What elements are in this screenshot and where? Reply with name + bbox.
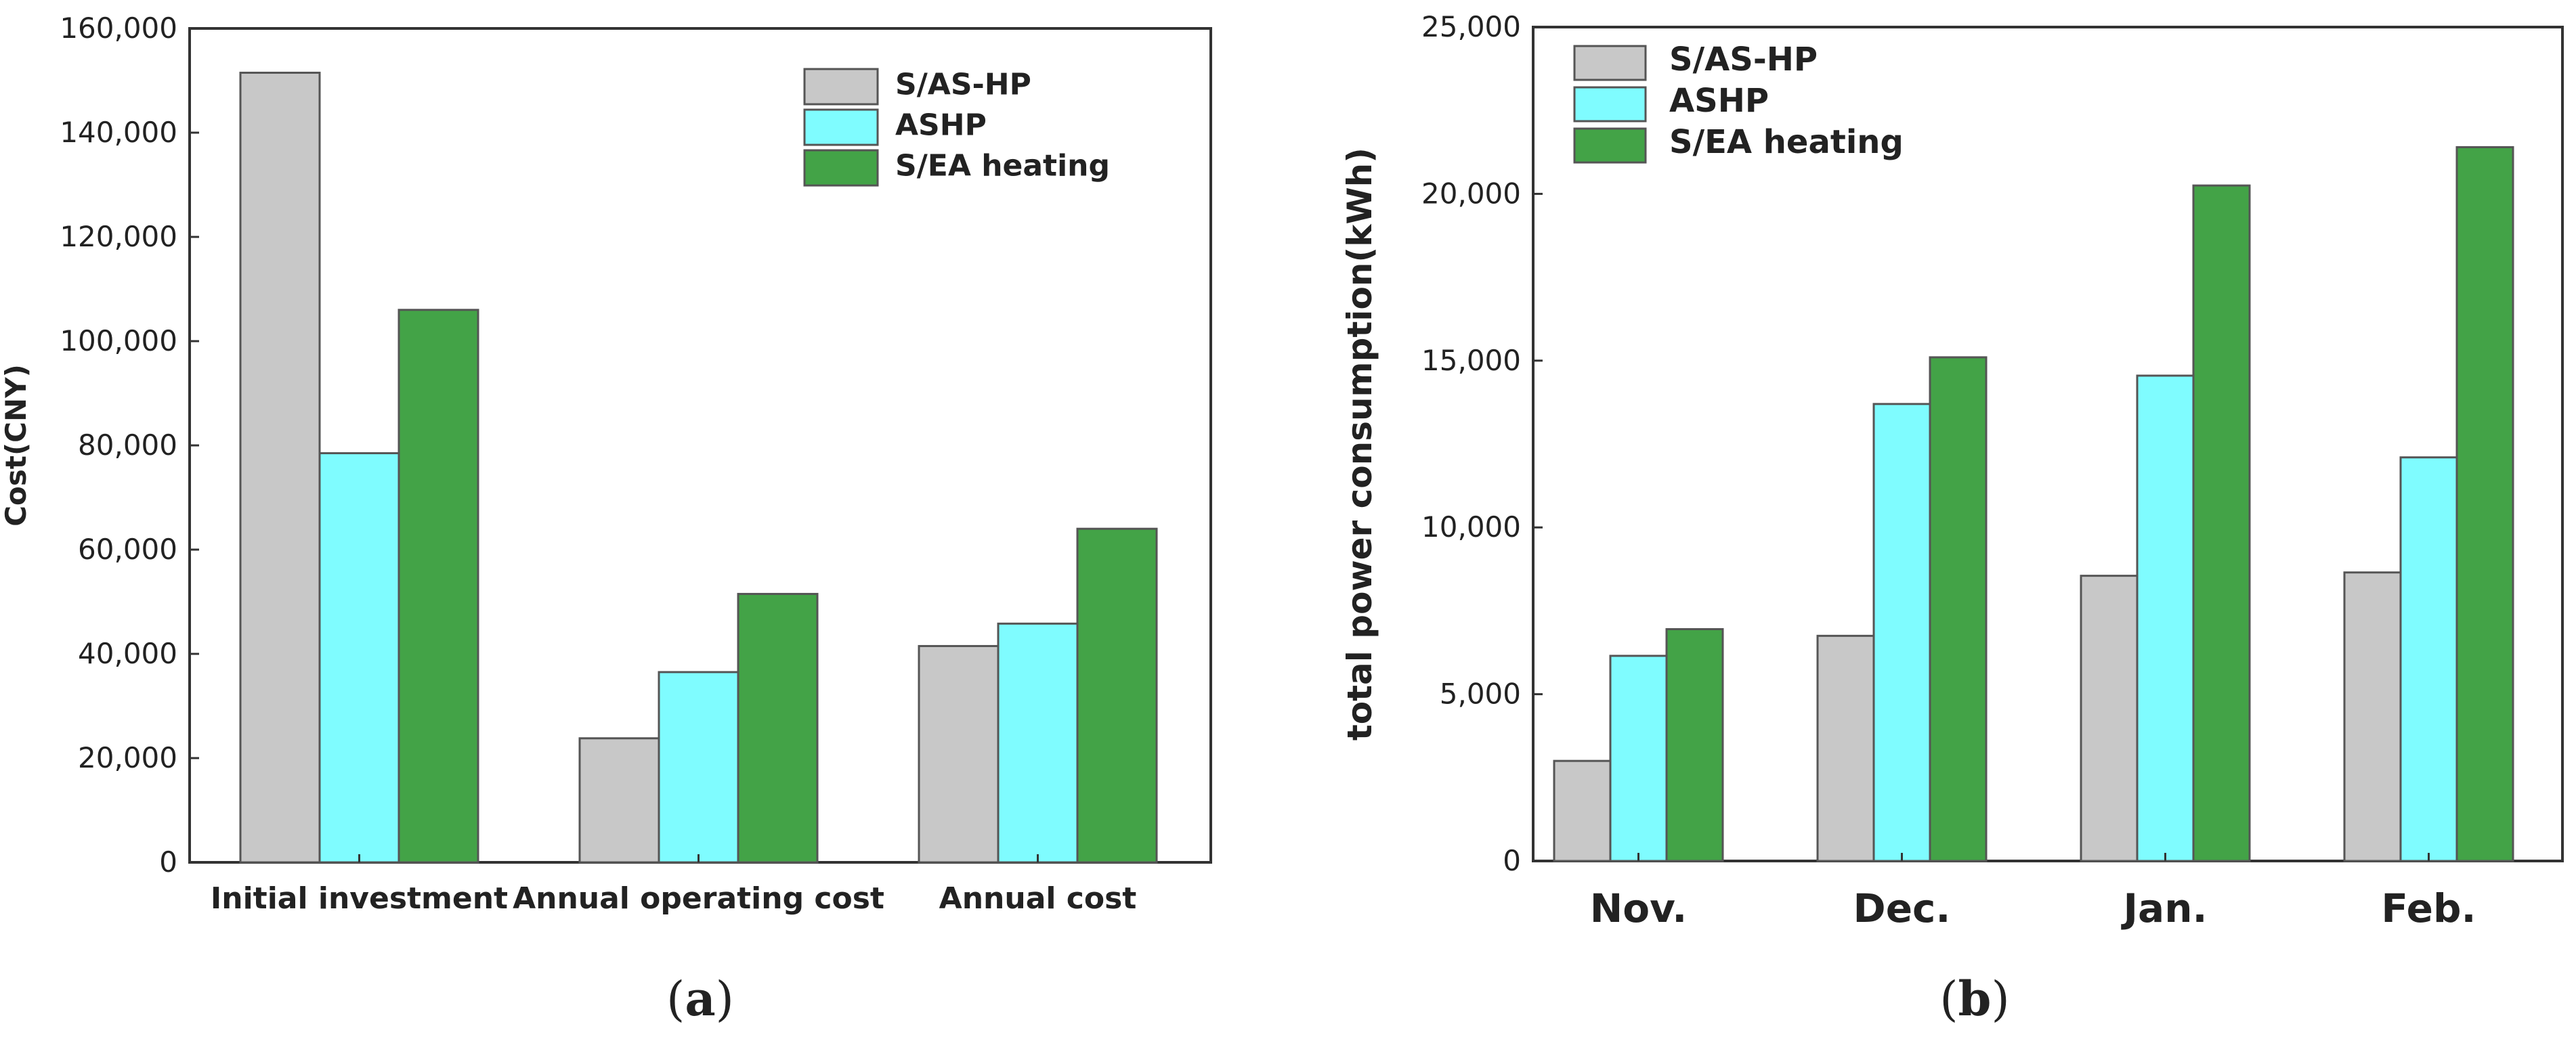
panel-letter: b [1958, 971, 1992, 1027]
y-tick-label: 120,000 [60, 220, 177, 253]
y-tick-label: 0 [159, 845, 177, 879]
bar-s-ea-heating [2455, 146, 2514, 862]
bar-s-ea-heating [737, 592, 819, 864]
y-axis-title: Cost(CNY) [0, 364, 33, 527]
bar-s-as-hp [918, 644, 1000, 864]
legend-swatch [803, 108, 879, 146]
legend-label: ASHP [895, 108, 987, 142]
bar-ashp [2136, 374, 2195, 862]
bar-s-as-hp [239, 71, 321, 864]
y-tick-label: 15,000 [1421, 344, 1521, 377]
x-category-label: Nov. [1590, 885, 1688, 931]
y-axis-title: total power consumption(kWh) [1340, 148, 1379, 740]
y-tick-label: 20,000 [78, 741, 177, 774]
y-tick-label: 5,000 [1440, 678, 1521, 711]
x-category-label: Initial investment [211, 881, 508, 916]
bar-s-as-hp [2080, 575, 2139, 862]
bar-s-as-hp [2343, 571, 2402, 862]
legend-label: S/EA heating [1669, 123, 1904, 161]
bar-s-ea-heating [1929, 356, 1988, 862]
y-tick-label: 10,000 [1421, 510, 1521, 544]
legend-label: S/AS-HP [895, 67, 1031, 102]
y-tick-label: 80,000 [78, 428, 177, 462]
bar-s-as-hp [578, 737, 660, 864]
y-tick-label: 100,000 [60, 324, 177, 357]
x-category-label: Feb. [2381, 885, 2476, 931]
bar-s-ea-heating [2192, 184, 2251, 862]
bar-s-ea-heating [398, 309, 479, 864]
legend-label: S/EA heating [895, 148, 1110, 183]
legend: S/AS-HP ASHP S/EA heating [803, 67, 1110, 187]
legend-swatch [1573, 45, 1647, 81]
panel-letter: a [685, 971, 715, 1027]
bar-ashp [1872, 403, 1931, 862]
x-category-label: Annual cost [939, 881, 1137, 916]
x-category-label: Jan. [2120, 885, 2207, 931]
bar-ashp [1609, 655, 1668, 862]
y-tick-label: 25,000 [1421, 10, 1521, 43]
y-tick-label: 140,000 [60, 116, 177, 149]
legend-swatch [1573, 86, 1647, 123]
x-category-label: Annual operating cost [513, 881, 884, 916]
chart-panel-b: 0 5,000 10,000 15,000 20,000 25,000 Nov. Dec. Ja… [1340, 10, 2564, 1027]
y-tick-label: 20,000 [1421, 177, 1521, 210]
legend-label: ASHP [1669, 82, 1769, 120]
bar-ashp [318, 452, 400, 864]
y-tick-label: 160,000 [60, 12, 177, 45]
bar-s-ea-heating [1076, 527, 1158, 864]
y-tick-label: 40,000 [78, 637, 177, 670]
bar-s-as-hp [1816, 634, 1875, 862]
bar-ashp [997, 622, 1079, 864]
plot-frame [1532, 26, 2564, 862]
panel-caption: (a) [666, 971, 734, 1027]
y-tick-label: 60,000 [78, 533, 177, 566]
chart-panel-a: 0 20,000 40,000 60,000 80,000 100,000 120,000 1… [0, 12, 1212, 1027]
x-category-label: Dec. [1853, 885, 1951, 931]
bar-ashp [658, 671, 739, 864]
bar-ashp [2399, 456, 2458, 862]
y-tick-label: 0 [1503, 844, 1521, 877]
bar-s-as-hp [1553, 759, 1612, 862]
legend-swatch [803, 149, 879, 187]
legend-swatch [1573, 127, 1647, 164]
panel-caption: (b) [1939, 971, 2010, 1027]
bar-s-ea-heating [1665, 628, 1724, 862]
legend-swatch [803, 68, 879, 106]
legend-label: S/AS-HP [1669, 41, 1818, 79]
